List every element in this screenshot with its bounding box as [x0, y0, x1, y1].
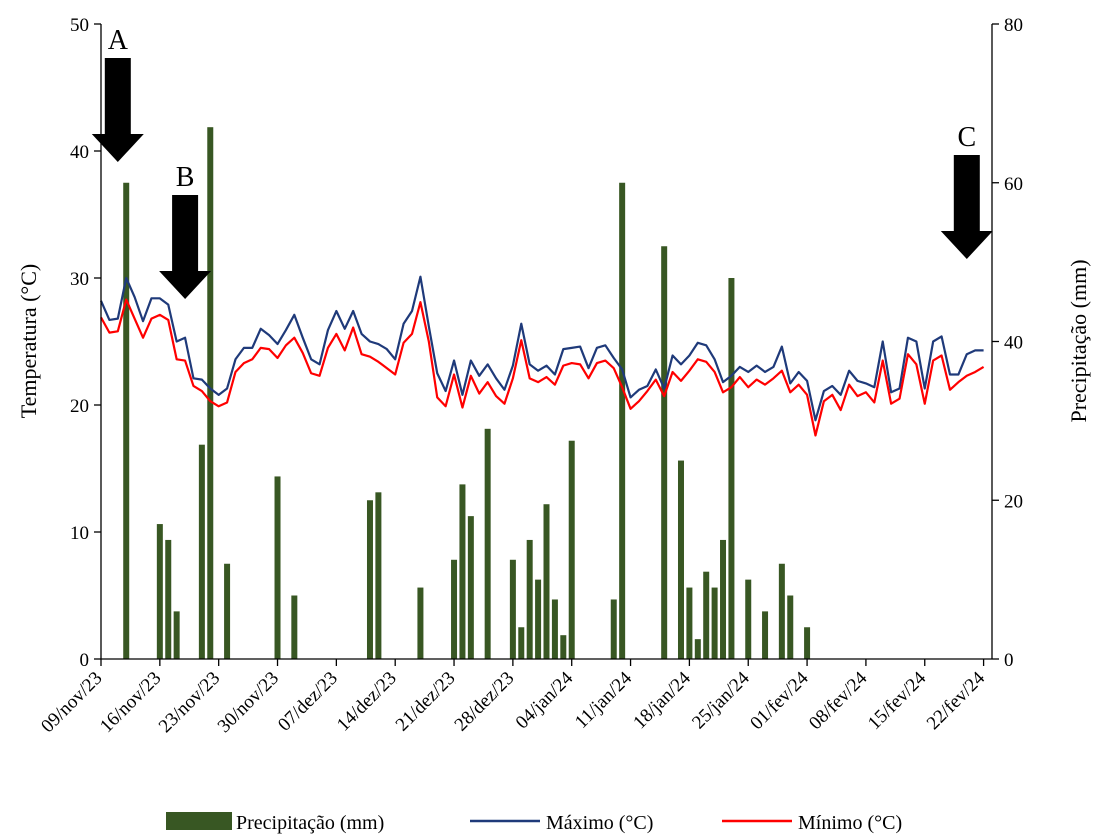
y-axis-right-title: Precipitação (mm): [1066, 259, 1091, 422]
precipitation-bar: [610, 599, 617, 659]
y-left-tick-label: 40: [70, 142, 89, 163]
precipitation-bar: [467, 516, 474, 660]
legend-label-max: Máximo (°C): [546, 812, 653, 834]
legend-swatch-precipitation: [166, 812, 232, 830]
precipitation-bar: [720, 539, 727, 659]
annotation-arrow-b: [159, 195, 212, 299]
annotation-label-b: B: [176, 162, 195, 193]
precipitation-bar: [661, 246, 668, 659]
x-tick-label: 23/nov/23: [155, 668, 224, 737]
precipitation-bar: [207, 127, 214, 659]
annotation-arrow-c: [940, 155, 993, 259]
min-temperature-line: [100, 298, 985, 437]
x-tick-label: 18/jan/24: [629, 667, 695, 733]
precipitation-bar: [518, 627, 525, 659]
precipitation-bar: [804, 627, 811, 659]
y-right-tick-label: 0: [1004, 650, 1014, 671]
precipitation-bar: [711, 587, 718, 659]
precipitation-bar: [123, 182, 130, 659]
x-tick-label: 22/fev/24: [923, 667, 990, 734]
precipitation-bar: [778, 563, 785, 659]
precipitation-bar: [173, 611, 180, 660]
precipitation-bar: [703, 571, 710, 659]
y-left-tick-label: 20: [70, 396, 89, 417]
precipitation-bar: [745, 579, 752, 660]
precipitation-bar: [451, 559, 458, 659]
precipitation-bar: [198, 444, 205, 659]
precipitation-bar: [224, 563, 231, 659]
x-tick-label: 04/jan/24: [512, 667, 578, 733]
precipitation-bar: [509, 559, 516, 659]
precipitation-bar: [291, 595, 298, 659]
precipitation-bar: [535, 579, 542, 660]
x-tick-label: 28/dez/23: [451, 668, 519, 736]
precipitation-bar: [568, 440, 575, 659]
precipitation-bar: [165, 539, 172, 659]
x-tick-label: 01/fev/24: [746, 667, 813, 734]
precipitation-bar: [543, 504, 550, 659]
precipitation-bar: [526, 539, 533, 659]
precipitation-bar: [728, 278, 735, 659]
max-temperature-line: [99, 275, 984, 422]
precipitation-bar: [677, 460, 684, 659]
x-tick-label: 07/dez/23: [274, 668, 342, 736]
y-left-tick-label: 0: [80, 650, 90, 671]
annotation-arrow-a: [91, 58, 144, 162]
y-left-tick-label: 50: [70, 15, 89, 36]
x-tick-label: 30/nov/23: [214, 668, 283, 737]
precipitation-bars: [123, 127, 811, 660]
precipitation-bar: [551, 599, 558, 659]
x-tick-label: 15/fev/24: [864, 667, 931, 734]
temperature-lines: [99, 275, 985, 437]
precipitation-bar: [375, 492, 382, 659]
x-tick-label: 25/jan/24: [688, 667, 754, 733]
precipitation-bar: [787, 595, 794, 659]
x-tick-label: 11/jan/24: [571, 667, 636, 732]
x-tick-label: 14/dez/23: [333, 668, 401, 736]
x-tick-label: 16/nov/23: [96, 668, 165, 737]
legend-label-min: Mínimo (°C): [798, 812, 902, 834]
precipitation-bar: [694, 639, 701, 659]
y-left-tick-label: 10: [70, 523, 89, 544]
precipitation-bar: [274, 476, 281, 659]
x-tick-label: 09/nov/23: [37, 668, 106, 737]
precipitation-bar: [619, 182, 626, 659]
precipitation-bar: [459, 484, 466, 660]
annotation-markers: A B C: [91, 25, 993, 299]
legend-label-precipitation: Precipitação (mm): [236, 812, 384, 834]
x-tick-label: 08/fev/24: [805, 667, 872, 734]
precipitation-bar: [686, 587, 693, 659]
precipitation-bar: [484, 428, 491, 659]
y-right-tick-label: 60: [1004, 174, 1023, 195]
annotation-label-a: A: [108, 25, 129, 56]
precipitation-bar: [156, 524, 163, 659]
y-left-tick-label: 30: [70, 269, 89, 290]
precipitation-bar: [366, 500, 373, 659]
y-axis-left-title: Temperatura (°C): [16, 264, 41, 418]
annotation-label-c: C: [957, 122, 976, 153]
y-right-tick-label: 80: [1004, 15, 1023, 36]
y-right-tick-label: 20: [1004, 491, 1023, 512]
precipitation-bar: [762, 611, 769, 660]
x-tick-label: 21/dez/23: [392, 668, 460, 736]
precipitation-bar: [560, 635, 567, 659]
precipitation-bar: [417, 587, 424, 659]
y-right-tick-label: 40: [1004, 333, 1023, 354]
legend: Precipitação (mm) Máximo (°C) Mínimo (°C…: [166, 812, 902, 834]
